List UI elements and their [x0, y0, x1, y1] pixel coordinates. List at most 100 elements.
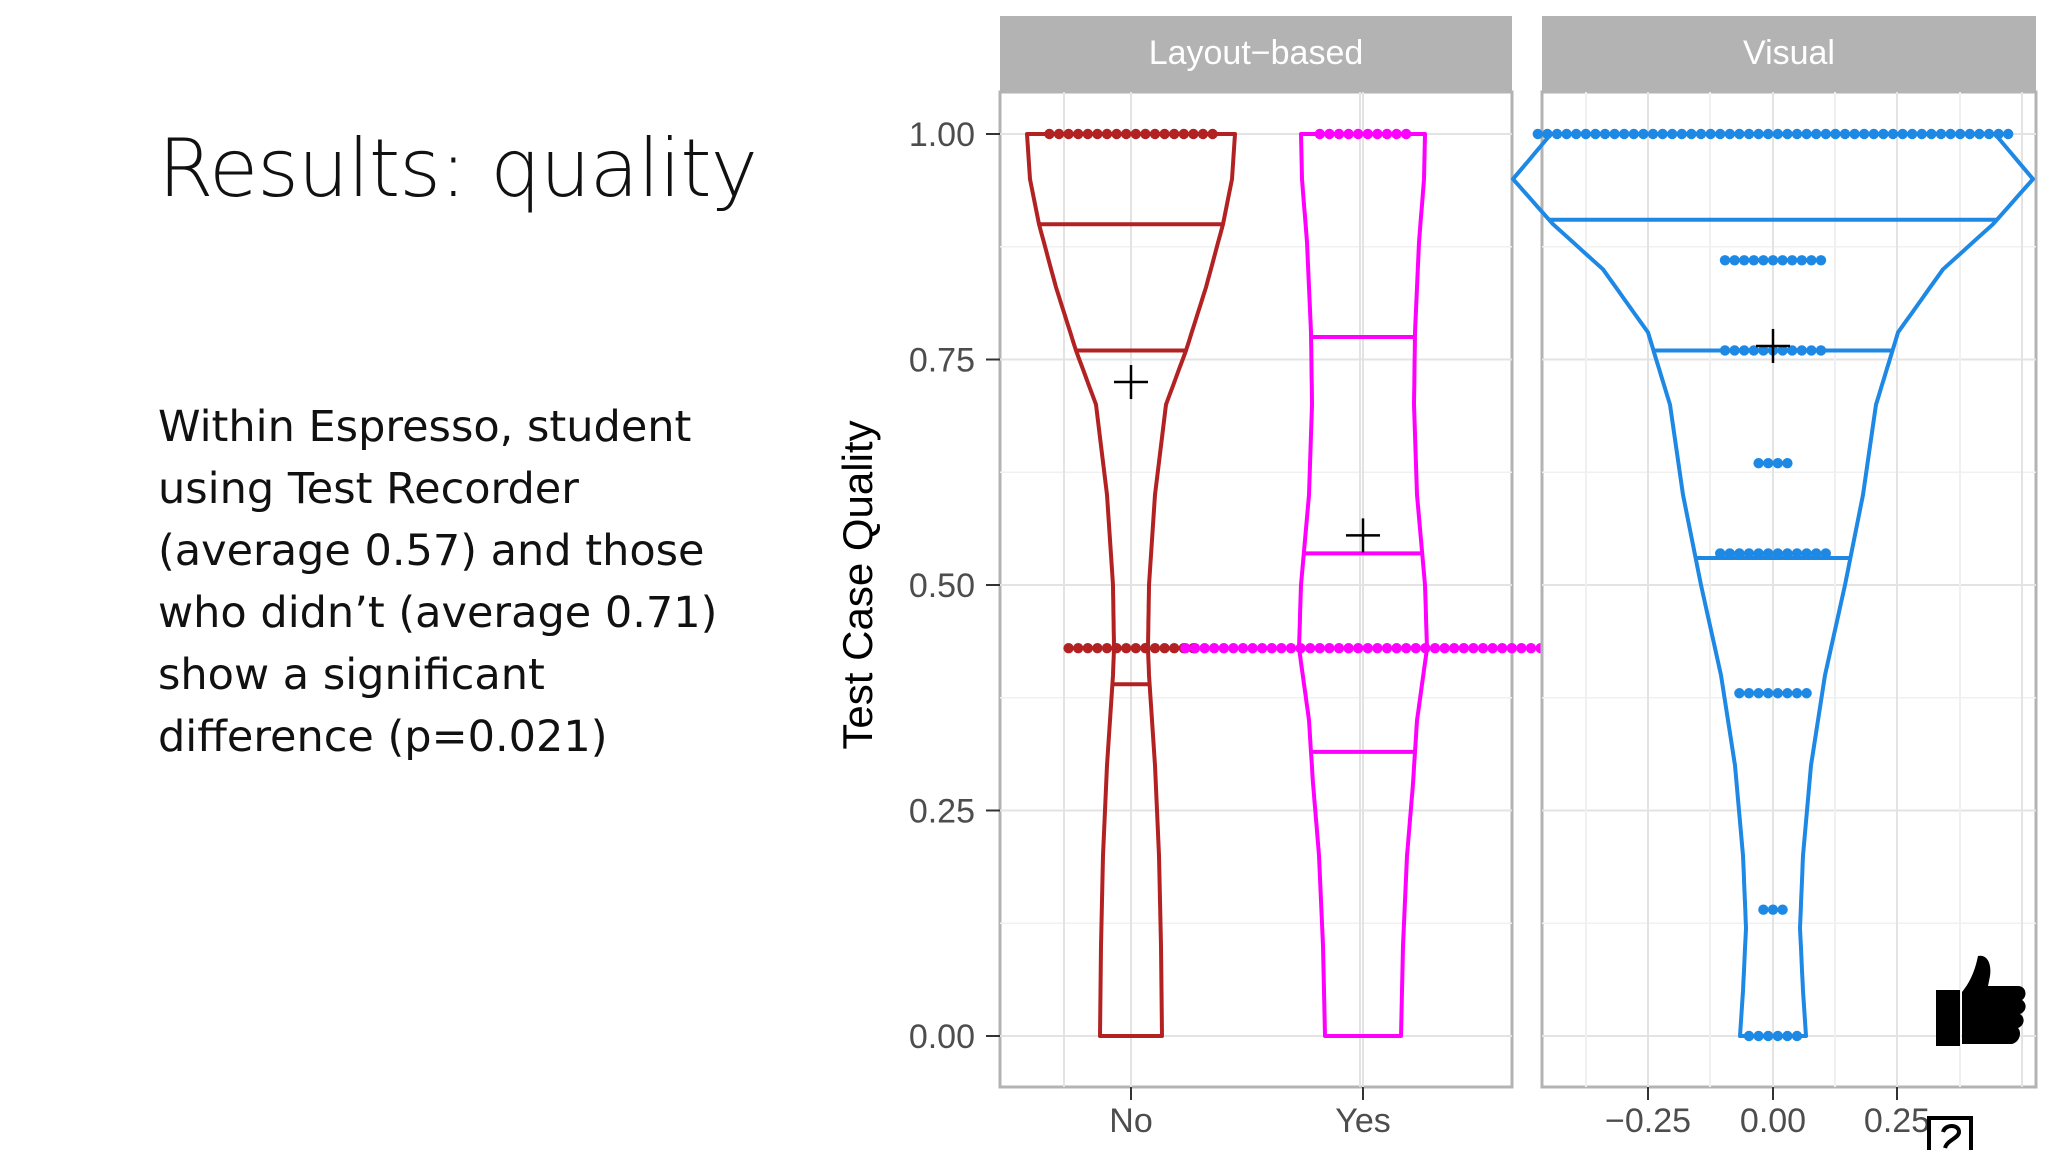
- data-point: [1178, 128, 1190, 140]
- data-point: [1782, 548, 1793, 559]
- data-point: [1199, 642, 1210, 654]
- data-point: [1169, 128, 1180, 140]
- data-point: [1391, 128, 1402, 140]
- data-point: [1801, 128, 1812, 140]
- data-point: [1806, 255, 1817, 266]
- panel-layout-based: Layout−based: [998, 16, 1546, 1089]
- data-point: [1561, 128, 1572, 140]
- data-point: [1343, 128, 1354, 140]
- data-point: [1401, 642, 1412, 654]
- y-axis-label: Test Case Quality: [834, 420, 881, 749]
- data-point: [1739, 255, 1750, 266]
- data-point: [1705, 128, 1716, 140]
- data-point: [1305, 642, 1316, 654]
- data-point: [1743, 548, 1755, 559]
- data-point: [1777, 904, 1788, 915]
- data-point: [1782, 128, 1793, 140]
- data-point: [1449, 642, 1460, 654]
- data-point: [1571, 128, 1582, 140]
- data-point: [1686, 128, 1697, 140]
- violin-outline: [1297, 132, 1429, 1038]
- data-point: [1314, 642, 1326, 654]
- data-point: [1719, 255, 1731, 266]
- data-point: [1801, 548, 1812, 559]
- data-point: [1324, 128, 1335, 140]
- data-point: [1791, 128, 1803, 140]
- data-point: [1053, 128, 1065, 140]
- data-point: [1729, 255, 1740, 266]
- data-point: [1497, 642, 1508, 654]
- data-point: [1811, 128, 1822, 140]
- data-point: [1782, 688, 1793, 699]
- data-point: [1743, 1030, 1755, 1042]
- data-point: [1753, 688, 1764, 699]
- panel-visual: Visual: [1511, 16, 2038, 1089]
- data-point: [1695, 128, 1707, 140]
- data-point: [1410, 642, 1422, 654]
- data-point: [1609, 128, 1620, 140]
- data-point: [1159, 642, 1170, 654]
- data-point: [1101, 642, 1113, 654]
- data-point: [1073, 128, 1084, 140]
- data-point: [1343, 642, 1354, 654]
- data-point: [1140, 642, 1151, 654]
- body-line: (average 0.57) and those: [158, 526, 705, 576]
- slide-body-text: Within Espresso, student using Test Reco…: [158, 396, 778, 768]
- body-line: show a significant: [158, 650, 545, 700]
- data-point: [1868, 128, 1880, 140]
- data-point: [1542, 128, 1553, 140]
- data-point: [1734, 688, 1745, 699]
- data-point: [1599, 128, 1611, 140]
- data-point: [1477, 642, 1489, 654]
- data-point: [1506, 642, 1518, 654]
- x-tick-label: 0.00: [1740, 1102, 1806, 1140]
- data-point: [1811, 548, 1822, 559]
- data-point: [1228, 642, 1239, 654]
- data-point: [1188, 128, 1199, 140]
- x-axis-ticks: No Yes −0.25 0.00 0.25: [1109, 1087, 1930, 1140]
- x-tick-label: No: [1109, 1102, 1152, 1140]
- data-point: [1676, 128, 1688, 140]
- data-point: [1458, 642, 1470, 654]
- data-point: [1532, 128, 1544, 140]
- data-point: [1748, 255, 1760, 266]
- data-point: [1257, 642, 1268, 654]
- data-point: [1983, 128, 1995, 140]
- data-point: [1044, 128, 1055, 140]
- data-point: [1791, 688, 1803, 699]
- data-point: [1237, 642, 1249, 654]
- data-point: [1063, 642, 1074, 654]
- data-point: [1551, 128, 1563, 140]
- data-point: [1772, 1030, 1784, 1042]
- data-point: [1753, 458, 1764, 469]
- data-point: [1295, 642, 1306, 654]
- data-point: [1796, 345, 1808, 356]
- data-point: [1753, 548, 1764, 559]
- data-point: [1782, 458, 1793, 469]
- data-point: [1791, 1030, 1803, 1042]
- data-point: [1964, 128, 1976, 140]
- data-point: [1333, 642, 1345, 654]
- data-point: [1772, 128, 1784, 140]
- data-point: [1130, 128, 1142, 140]
- data-point: [1073, 642, 1084, 654]
- data-point: [1439, 642, 1450, 654]
- data-point: [2003, 128, 2014, 140]
- data-point: [1839, 128, 1851, 140]
- data-point: [1945, 128, 1956, 140]
- data-point: [1796, 255, 1808, 266]
- panel-strip: [1542, 16, 2036, 92]
- data-point: [1169, 642, 1180, 654]
- data-point: [1372, 128, 1383, 140]
- data-point: [1753, 1030, 1764, 1042]
- data-point: [1487, 642, 1498, 654]
- data-point: [1926, 128, 1937, 140]
- data-point: [1314, 128, 1326, 140]
- data-point: [1362, 128, 1374, 140]
- y-tick-label: 0.75: [909, 342, 975, 380]
- data-point: [1285, 642, 1297, 654]
- body-line: using Test Recorder: [158, 464, 579, 514]
- data-point: [1734, 128, 1745, 140]
- data-point: [1787, 255, 1798, 266]
